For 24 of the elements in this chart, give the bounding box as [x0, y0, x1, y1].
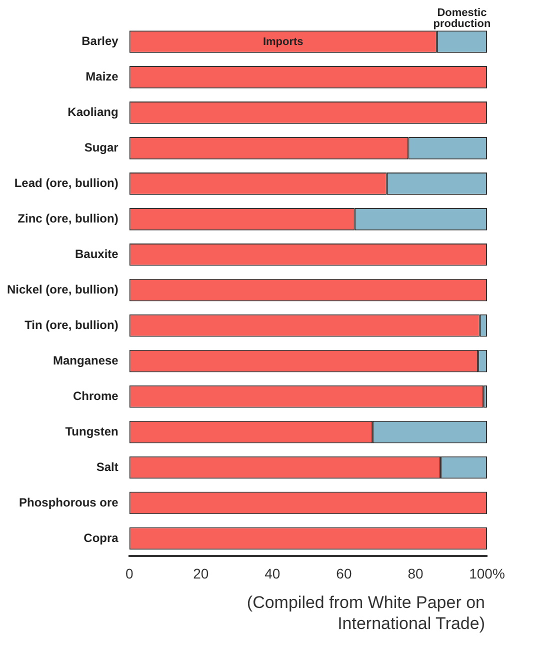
x-tick-label: 80 [408, 565, 424, 582]
y-tick-label: Chrome [73, 388, 119, 403]
x-tick-label: 40 [264, 565, 280, 582]
x-tick-label: 100% [469, 565, 505, 582]
y-tick-label: Nickel (ore, bullion) [6, 282, 118, 296]
x-tick-label: 60 [336, 565, 352, 582]
text: (Compiled from White Paper on International Trade) [246, 592, 485, 634]
y-tick-label: Kaoliang [68, 105, 118, 120]
y-tick-label: Salt [96, 460, 118, 474]
y-tick-label: Sugar [84, 140, 119, 154]
y-tick-label: Bauxite [74, 246, 119, 261]
y-tick-label: Zinc (ore, bullion) [18, 211, 118, 226]
series-label: Imports [262, 36, 304, 48]
y-tick-label: Phosphorous ore [19, 495, 119, 510]
y-tick-label: Maize [86, 70, 119, 84]
y-tick-label: Tin (ore, bullion) [24, 318, 118, 332]
y-tick-label: Lead (ore, bullion) [14, 176, 118, 190]
y-tick-label: Tungsten [65, 424, 118, 438]
y-tick-label: Barley [82, 34, 119, 48]
series-label: Domestic production [433, 7, 491, 30]
y-tick-label: Manganese [52, 353, 119, 368]
x-tick-label: 0 [125, 565, 134, 582]
x-tick-label: 20 [193, 565, 209, 582]
y-tick-label: Copra [84, 530, 119, 545]
